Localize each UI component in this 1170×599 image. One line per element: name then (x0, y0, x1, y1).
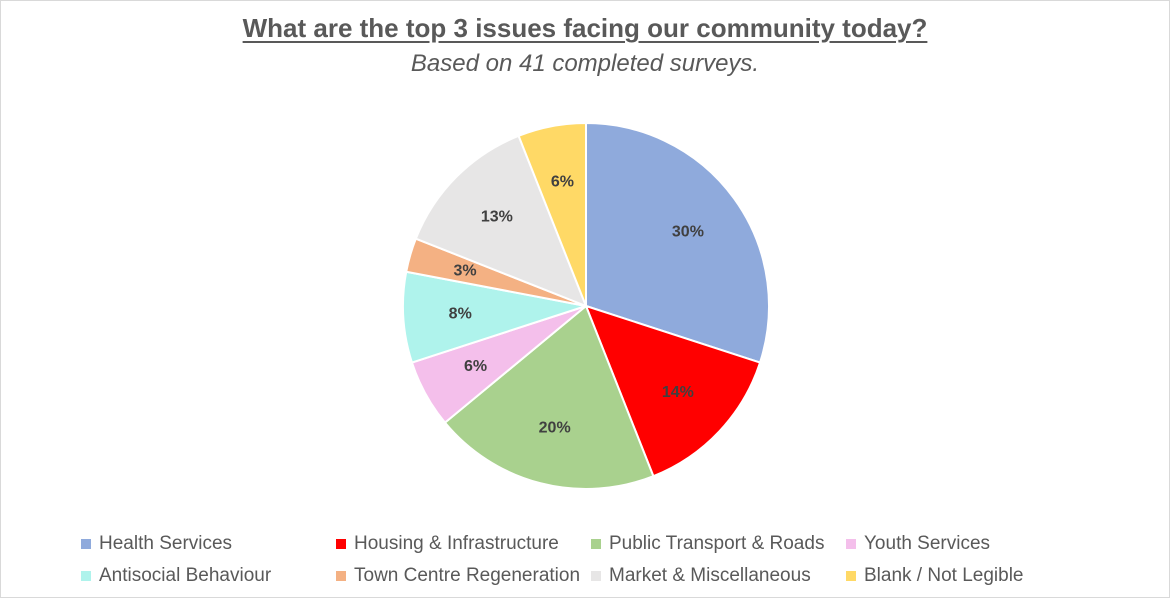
pie-slice-public-transport-roads (443, 305, 655, 490)
pie-slice-blank-not-legible (517, 122, 587, 307)
legend-swatch (846, 538, 856, 549)
legend-label: Blank / Not Legible (864, 564, 1024, 586)
legend-item: Antisocial Behaviour (81, 564, 336, 587)
legend-swatch (81, 538, 91, 549)
legend-item: Town Centre Regeneration (336, 564, 591, 587)
legend-label: Antisocial Behaviour (99, 564, 272, 586)
data-label: 8% (449, 305, 472, 322)
legend-label: Youth Services (864, 532, 991, 554)
legend-swatch (846, 570, 856, 581)
legend-swatch (81, 570, 91, 581)
chart-title: What are the top 3 issues facing our com… (242, 13, 928, 43)
data-label: 6% (551, 174, 574, 191)
pie-slice-market-miscellaneous (414, 134, 587, 307)
legend-swatch (591, 570, 601, 581)
chart-subtitle: Based on 41 completed surveys. (410, 50, 760, 77)
legend-label: Housing & Infrastructure (354, 532, 559, 554)
data-label: 6% (464, 358, 487, 375)
legend-item: Market & Miscellaneous (591, 564, 846, 587)
data-label: 30% (672, 223, 704, 240)
legend-item: Youth Services (846, 532, 1091, 555)
data-label: 13% (481, 208, 513, 225)
legend-label: Town Centre Regeneration (354, 564, 581, 586)
legend-swatch (591, 538, 601, 549)
legend-label: Health Services (99, 532, 233, 554)
legend-swatch (336, 538, 346, 549)
pie-slice-health-services (585, 122, 770, 364)
data-label: 3% (453, 262, 476, 279)
chart-legend: Health Services Housing & Infrastructure P… (81, 532, 1091, 587)
pie-slice-housing-infrastructure (585, 305, 762, 478)
legend-label: Public Transport & Roads (609, 532, 825, 554)
legend-label: Market & Miscellaneous (609, 564, 811, 586)
legend-item: Housing & Infrastructure (336, 532, 591, 555)
data-label: 20% (539, 420, 571, 437)
pie-slice-antisocial-behaviour (402, 270, 587, 364)
legend-swatch (336, 570, 346, 581)
data-label: 14% (662, 384, 694, 401)
legend-item: Public Transport & Roads (591, 532, 846, 555)
legend-item: Health Services (81, 532, 336, 555)
legend-item: Blank / Not Legible (846, 564, 1091, 587)
